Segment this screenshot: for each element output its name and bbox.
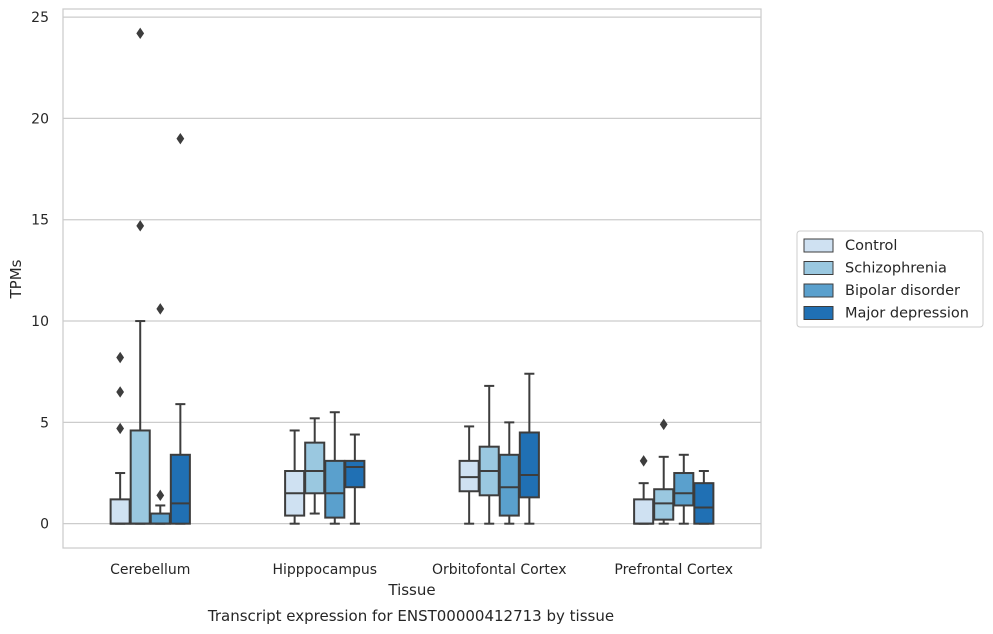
- legend-swatch: [803, 283, 834, 298]
- outlier-point: [659, 418, 668, 431]
- legend-swatch: [803, 261, 834, 275]
- box-iqr: [673, 472, 695, 507]
- y-tick-label: 10: [31, 314, 49, 330]
- box-group: [129, 27, 151, 525]
- box-iqr: [149, 512, 171, 525]
- x-tick-labels: Cerebellum Hipppocampus Orbitofontal Corte…: [110, 562, 733, 578]
- outlier-point: [116, 386, 125, 398]
- box-group: [109, 351, 131, 525]
- box-group: [498, 421, 520, 525]
- box-group: [518, 372, 540, 525]
- box-iqr: [518, 431, 540, 499]
- x-axis-title: Tissue: [387, 581, 435, 599]
- legend-label: Control: [845, 238, 897, 254]
- outlier-point: [116, 351, 125, 364]
- box-group: [149, 303, 171, 525]
- y-tick-labels: 0 5 10 15 20 25: [31, 10, 49, 533]
- box-group: [344, 433, 366, 525]
- outlier-point: [176, 132, 185, 145]
- outlier-point: [116, 422, 125, 435]
- box-iqr: [324, 459, 346, 519]
- legend: Control Schizophrenia Bipolar disorder Majo…: [796, 230, 984, 328]
- box-group: [673, 453, 695, 525]
- legend-label: Major depression: [845, 306, 969, 322]
- y-tick-label: 25: [31, 10, 49, 26]
- box-iqr: [344, 459, 366, 489]
- box-iqr: [653, 488, 675, 521]
- outlier-point: [136, 27, 145, 40]
- box-group: [458, 425, 480, 525]
- box-iqr: [169, 453, 191, 525]
- x-tick-label: Orbitofontal Cortex: [432, 562, 567, 578]
- plot-area-frame: [62, 8, 762, 549]
- box-iqr: [458, 459, 480, 493]
- box-group: [284, 429, 306, 525]
- x-tick-label: Hipppocampus: [272, 562, 377, 578]
- box-iqr: [109, 498, 131, 525]
- outlier-point: [639, 455, 648, 467]
- box-iqr: [693, 482, 715, 525]
- box-iqr: [304, 441, 326, 495]
- box-group: [304, 417, 326, 515]
- box-group: [693, 470, 715, 525]
- box-group: [633, 455, 655, 525]
- box-group: [169, 132, 191, 525]
- legend-swatch: [803, 238, 834, 253]
- outlier-point: [156, 489, 165, 502]
- outlier-point: [156, 303, 165, 315]
- box-group: [653, 418, 675, 525]
- y-tick-label: 0: [40, 517, 49, 533]
- legend-swatch: [803, 306, 834, 320]
- box-series: [109, 27, 715, 525]
- box-iqr: [633, 498, 655, 525]
- y-axis-title: TPMs: [7, 259, 25, 299]
- chart-title: Transcript expression for ENST0000041271…: [207, 607, 614, 625]
- x-tick-label: Prefrontal Cortex: [614, 562, 733, 578]
- box-group: [478, 384, 500, 525]
- legend-frame: [796, 230, 984, 328]
- box-iqr: [498, 453, 520, 517]
- y-tick-label: 20: [31, 111, 49, 127]
- box-group: [324, 411, 346, 525]
- box-iqr: [129, 429, 151, 525]
- outlier-point: [136, 220, 145, 232]
- x-tick-label: Cerebellum: [110, 562, 190, 578]
- grid-lines: [63, 16, 761, 525]
- legend-label: Bipolar disorder: [845, 283, 960, 299]
- y-tick-label: 15: [31, 213, 49, 229]
- legend-label: Schizophrenia: [845, 261, 947, 277]
- y-tick-label: 5: [40, 415, 49, 431]
